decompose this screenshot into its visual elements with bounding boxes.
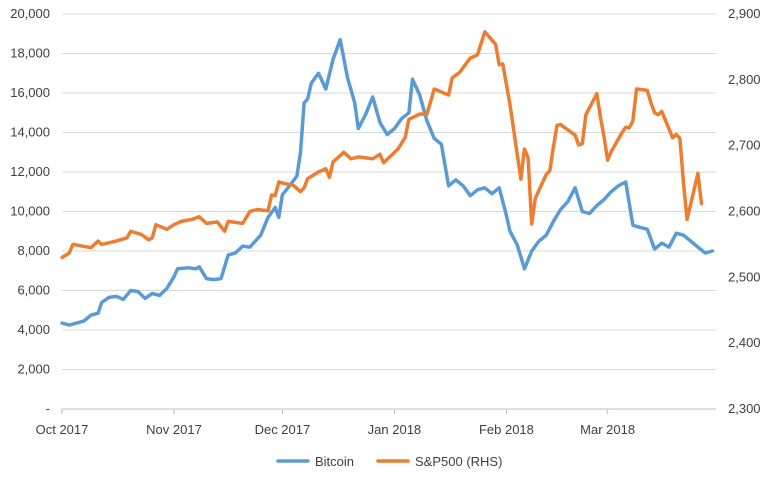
x-tick-label: Jan 2018 — [368, 422, 422, 437]
left-tick-label: 14,000 — [10, 125, 50, 140]
series-line — [60, 30, 704, 260]
x-tick-label: Dec 2017 — [255, 422, 311, 437]
right-tick-label: 2,800 — [728, 72, 761, 87]
left-tick-label: 20,000 — [10, 6, 50, 21]
right-tick-label: 2,500 — [728, 269, 761, 284]
left-tick-label: - — [46, 401, 50, 416]
x-tick-label: Oct 2017 — [36, 422, 89, 437]
right-tick-label: 2,700 — [728, 138, 761, 153]
left-tick-label: 18,000 — [10, 46, 50, 61]
left-tick-label: 2,000 — [17, 362, 50, 377]
legend-label: Bitcoin — [315, 454, 354, 469]
left-tick-label: 4,000 — [17, 322, 50, 337]
gridlines — [62, 13, 716, 410]
left-axis-ticks: - 2,000 4,000 6,000 8,000 10,000 12,000 14,000 1… — [10, 6, 50, 416]
x-axis-ticks: Oct 2017 Nov 2017 Dec 2017 Jan 2018 Feb 2018… — [36, 409, 635, 437]
legend: Bitcoin S&P500 (RHS) — [276, 454, 502, 469]
left-tick-label: 12,000 — [10, 164, 50, 179]
x-tick-label: Feb 2018 — [479, 422, 534, 437]
legend-label: S&P500 (RHS) — [415, 454, 502, 469]
right-tick-label: 2,900 — [728, 6, 761, 21]
x-tick-label: Nov 2017 — [146, 422, 202, 437]
right-tick-label: 2,300 — [728, 401, 761, 416]
left-tick-label: 10,000 — [10, 204, 50, 219]
right-tick-label: 2,600 — [728, 204, 761, 219]
left-tick-label: 8,000 — [17, 243, 50, 258]
left-tick-label: 6,000 — [17, 283, 50, 298]
series-line — [60, 37, 715, 327]
left-tick-label: 16,000 — [10, 85, 50, 100]
x-tick-label: Mar 2018 — [580, 422, 635, 437]
right-axis-ticks: 2,300 2,400 2,500 2,600 2,700 2,800 2,900 — [728, 6, 761, 416]
right-tick-label: 2,400 — [728, 335, 761, 350]
series-lines — [60, 30, 715, 327]
